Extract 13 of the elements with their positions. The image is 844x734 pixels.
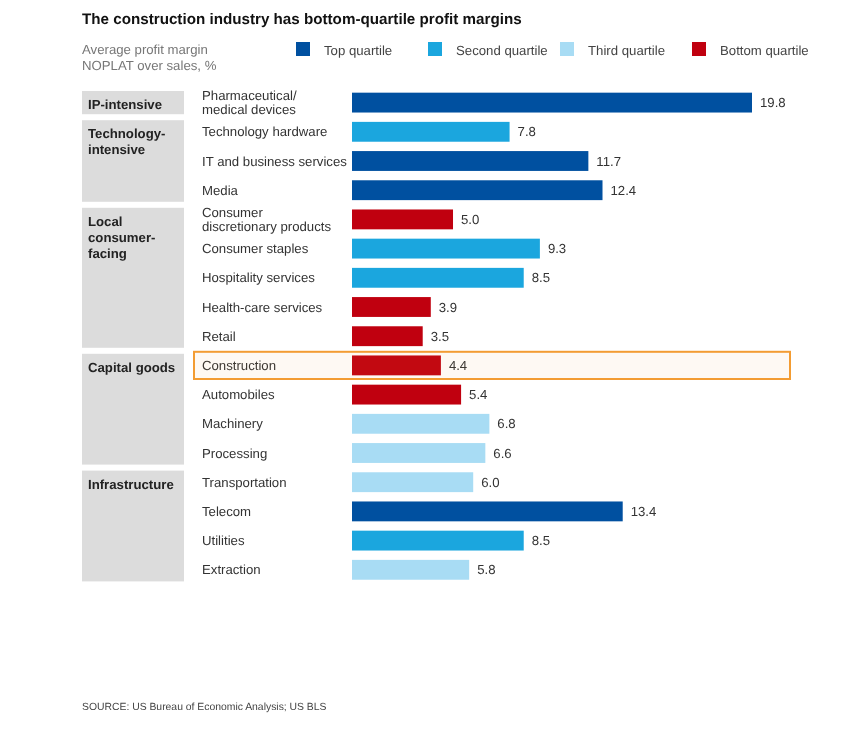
bar — [352, 267, 524, 288]
bar — [352, 209, 454, 230]
bar — [352, 443, 486, 463]
bar — [352, 326, 423, 347]
bar — [352, 501, 623, 522]
bar — [352, 472, 474, 493]
bar — [352, 384, 462, 405]
bar — [352, 413, 490, 434]
bar — [352, 559, 470, 580]
bar — [352, 238, 540, 259]
bar — [352, 530, 524, 551]
bar — [352, 297, 431, 317]
bar — [352, 355, 441, 376]
